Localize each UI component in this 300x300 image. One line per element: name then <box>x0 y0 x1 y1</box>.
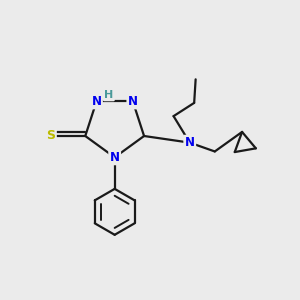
Text: H: H <box>104 90 113 100</box>
Text: N: N <box>128 95 138 108</box>
Text: N: N <box>92 95 101 108</box>
Text: N: N <box>110 151 120 164</box>
Text: S: S <box>46 130 55 142</box>
Text: N: N <box>185 136 195 149</box>
